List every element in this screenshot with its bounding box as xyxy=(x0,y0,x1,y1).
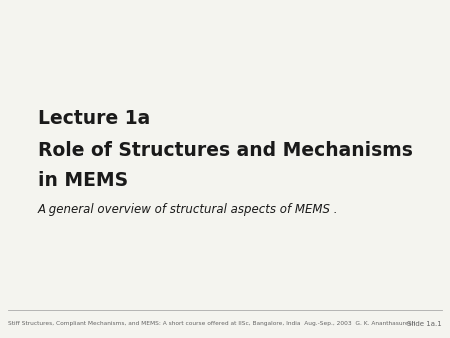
Text: Stiff Structures, Compliant Mechanisms, and MEMS: A short course offered at IISc: Stiff Structures, Compliant Mechanisms, … xyxy=(8,321,415,327)
Text: A general overview of structural aspects of MEMS .: A general overview of structural aspects… xyxy=(38,203,338,216)
Text: Slide 1a.1: Slide 1a.1 xyxy=(407,321,442,327)
Text: Role of Structures and Mechanisms: Role of Structures and Mechanisms xyxy=(38,141,413,160)
Text: Lecture 1a: Lecture 1a xyxy=(38,109,150,128)
Text: in MEMS: in MEMS xyxy=(38,171,128,190)
